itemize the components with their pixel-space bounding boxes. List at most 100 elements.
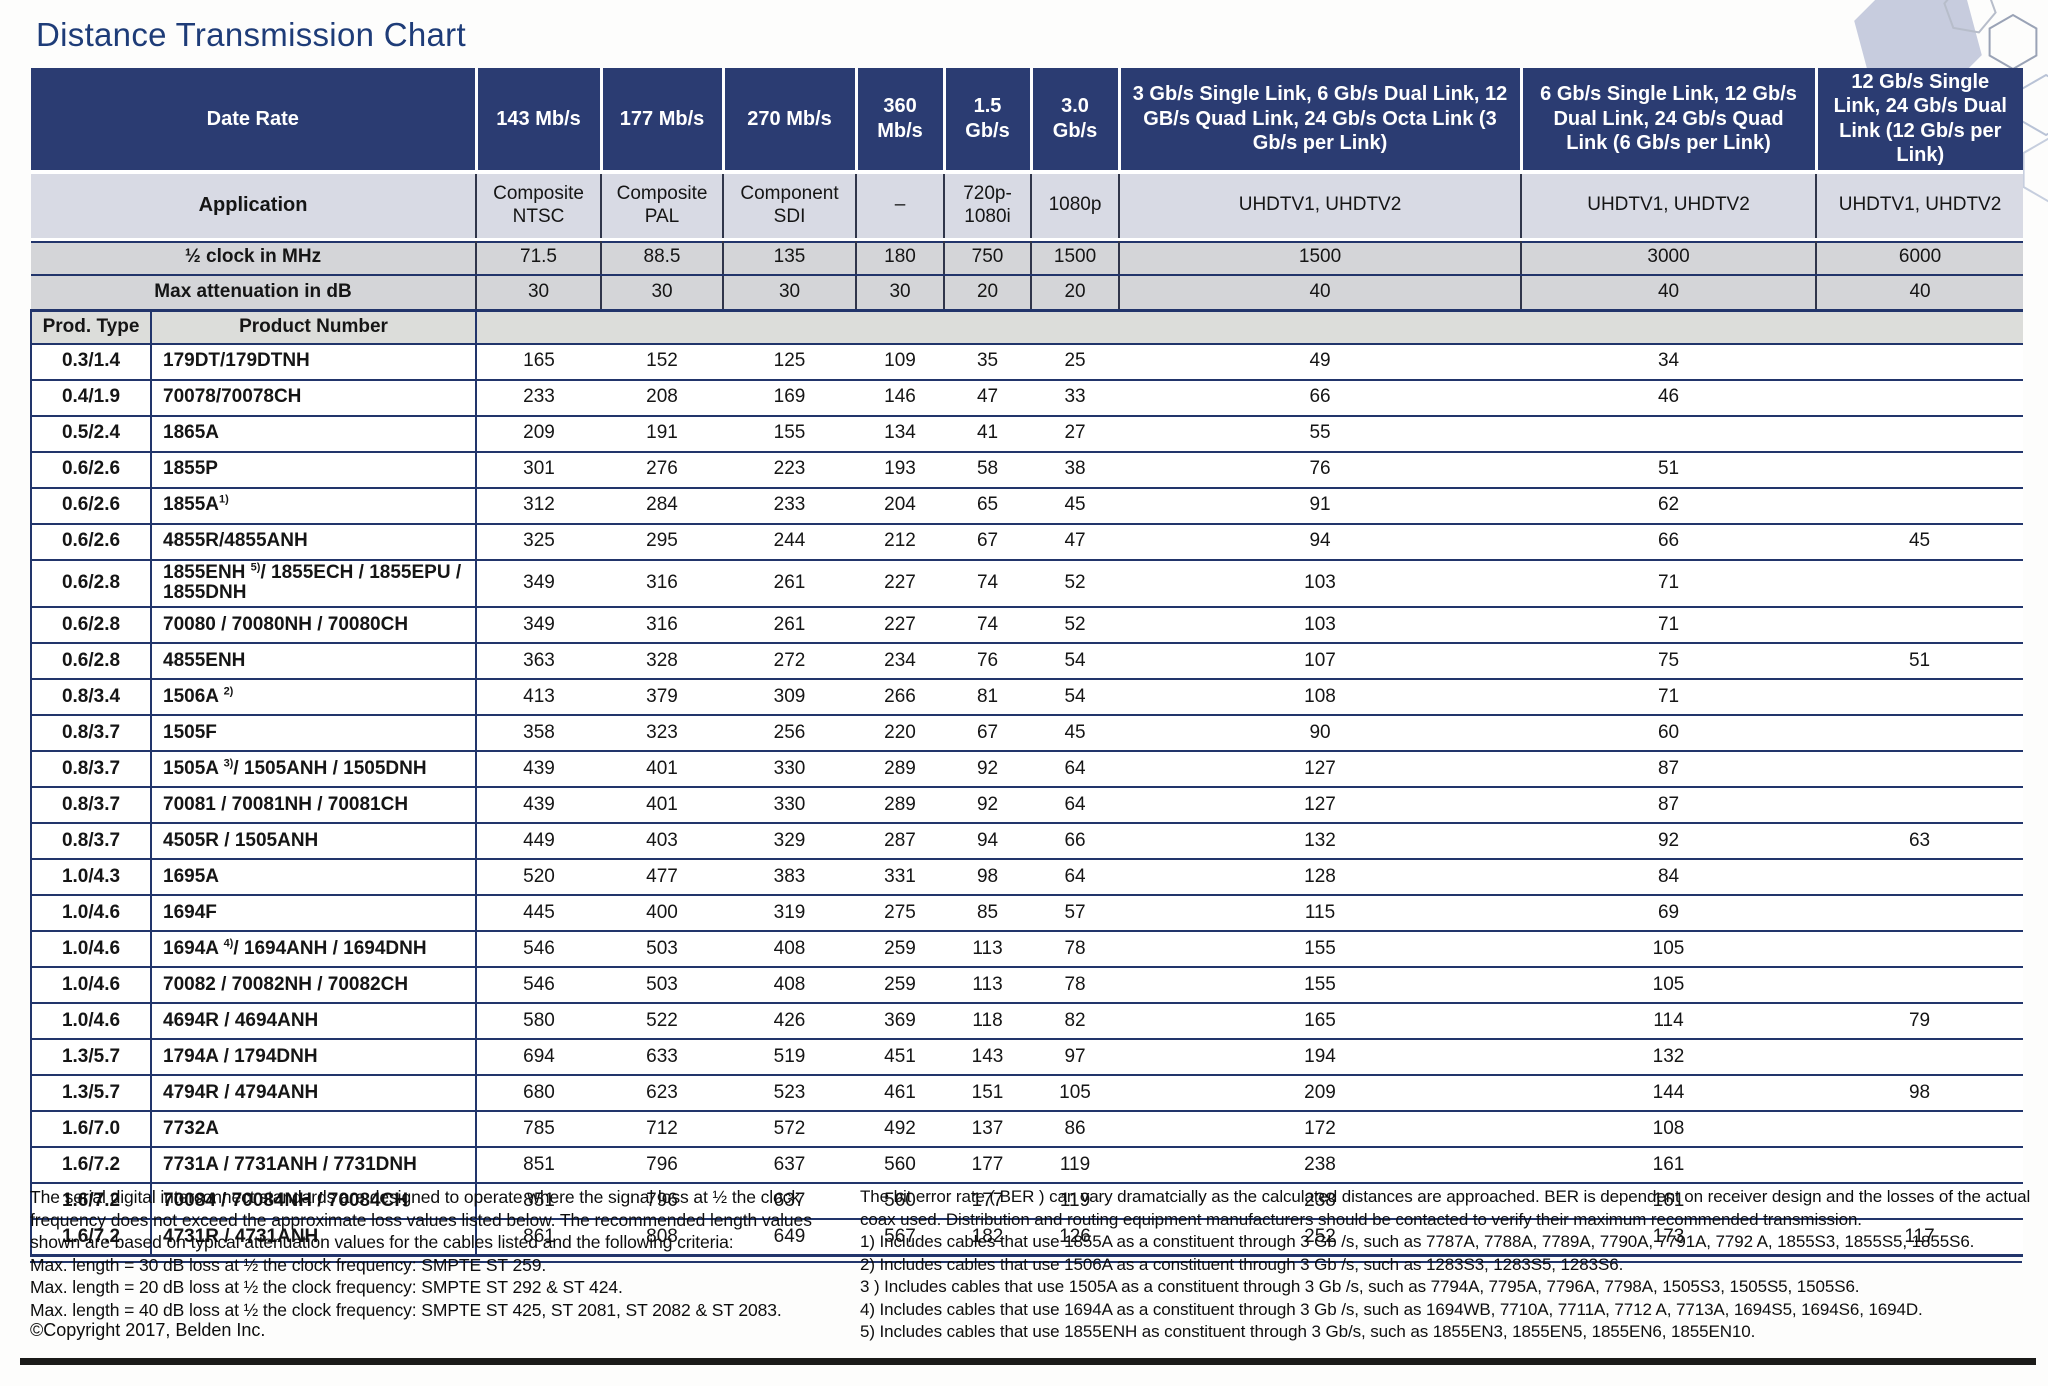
value-cell: 47 [944,379,1032,417]
value-cell: 108 [1521,1111,1817,1149]
value-cell: 861 [476,1219,602,1258]
half-clock-cell: 6000 [1816,239,2024,276]
value-cell: 127 [1119,751,1522,789]
criteria-line: Max. length = 40 dB loss at ½ the clock … [30,1299,782,1320]
bottom-bar [20,1358,2036,1365]
value-cell: 71 [1521,679,1817,717]
value-cell: 426 [723,1003,857,1041]
footnote-marker: 5) [250,561,261,574]
header-row-product: Prod. Type Product Number [30,310,2024,345]
value-cell: 401 [601,751,724,789]
rate-header-cell: 3.0 Gb/s [1031,68,1121,174]
value-cell: 233 [476,379,602,417]
value-cell: 86 [1031,1111,1120,1149]
prod-type-cell: 1.3/5.7 [30,1039,152,1077]
value-cell [1816,415,2024,453]
application-cell: UHDTV1, UHDTV2 [1119,171,1523,241]
value-cell: 51 [1521,451,1817,489]
value-cell: 87 [1521,751,1817,789]
value-cell: 439 [476,787,602,825]
product-number-cell: 1505F [151,715,478,753]
table-row: 0.8/3.7 70081 / 70081NH / 70081CH 439 401 33… [30,787,2024,825]
value-cell: 49 [1119,343,1522,381]
value-cell: 128 [1119,859,1522,897]
max-attenuation-cell: 40 [1816,274,2024,312]
value-cell: 82 [1031,1003,1120,1041]
application-cell: 1080p [1031,171,1121,241]
product-number-cell: 70081 / 70081NH / 70081CH [151,787,478,825]
value-cell: 520 [476,859,602,897]
application-cell: 720p- 1080i [944,171,1033,241]
product-number-cell: 1506A 2) [151,679,478,717]
value-cell: 637 [723,1183,857,1221]
value-cell: 25 [1031,343,1120,381]
application-cell: Composite NTSC [476,171,603,241]
value-cell: 256 [723,715,857,753]
value-cell [1816,1111,2024,1149]
max-attenuation-cell: 30 [476,274,603,312]
value-cell: 325 [476,523,602,561]
value-cell [1816,679,2024,717]
value-cell: 220 [856,715,945,753]
value-cell [1816,1039,2024,1077]
value-cell: 680 [476,1075,602,1113]
product-number-cell: 7732A [151,1111,478,1149]
prod-type-cell: 0.4/1.9 [30,379,152,417]
application-cell: Component SDI [723,171,858,241]
value-cell: 546 [476,967,602,1005]
value-cell: 259 [856,931,945,969]
product-number-cell: 1855P [151,451,478,489]
product-number-cell: 1855A1) [151,487,478,525]
half-clock-cell: 135 [723,239,858,276]
table-row: 0.3/1.4 179DT/179DTNH 165 152 125 109 35 25 49 34 [30,343,2024,381]
prod-type-cell: 0.6/2.8 [30,607,152,645]
value-cell: 57 [1031,895,1120,933]
value-cell: 560 [856,1183,945,1221]
max-attenuation-cell: 20 [1031,274,1121,312]
rate-header-cell: 360 Mb/s [856,68,946,174]
value-cell: 155 [723,415,857,453]
value-cell: 259 [856,967,945,1005]
value-cell: 62 [1521,487,1817,525]
value-cell: 81 [944,679,1032,717]
value-cell: 503 [601,931,724,969]
value-cell: 144 [1521,1075,1817,1113]
value-cell: 560 [856,1147,945,1185]
value-cell: 161 [1521,1183,1817,1221]
value-cell: 851 [476,1183,602,1221]
footnote-line: 5) Includes cables that use 1855ENH as c… [860,1322,1756,1341]
copyright-text: ©Copyright 2017, Belden Inc. [30,1320,266,1340]
value-cell: 92 [944,751,1032,789]
footnote-line: 3 ) Includes cables that use 1505A as a … [860,1277,1860,1296]
value-cell: 78 [1031,967,1120,1005]
prod-type-cell: 0.8/3.7 [30,751,152,789]
prod-type-cell: 1.6/7.2 [30,1183,152,1221]
value-cell: 234 [856,643,945,681]
footnote-marker: 3) [223,757,234,770]
value-cell: 523 [723,1075,857,1113]
value-cell: 94 [1119,523,1522,561]
value-cell: 66 [1119,379,1522,417]
max-attenuation-cell: 40 [1521,274,1818,312]
value-cell: 519 [723,1039,857,1077]
value-cell: 78 [1031,931,1120,969]
footnote-line: 1) Includes cables that use 1855A as a c… [860,1232,1975,1251]
value-cell: 90 [1119,715,1522,753]
value-cell: 45 [1031,487,1120,525]
value-cell: 287 [856,823,945,861]
prod-type-cell: 0.3/1.4 [30,343,152,381]
product-number-cell: 1865A [151,415,478,453]
value-cell: 85 [944,895,1032,933]
value-cell: 193 [856,451,945,489]
value-cell: 851 [476,1147,602,1185]
value-cell: 41 [944,415,1032,453]
prod-type-cell: 1.0/4.6 [30,967,152,1005]
prod-type-cell: 1.0/4.6 [30,895,152,933]
application-label: Application [31,171,478,241]
product-number-cell: 70082 / 70082NH / 70082CH [151,967,478,1005]
value-cell: 272 [723,643,857,681]
value-cell: 46 [1521,379,1817,417]
value-cell: 289 [856,751,945,789]
value-cell: 113 [944,931,1032,969]
table-row: 1.6/7.0 7732A 785 712 572 492 137 86 172 108 [30,1111,2024,1149]
